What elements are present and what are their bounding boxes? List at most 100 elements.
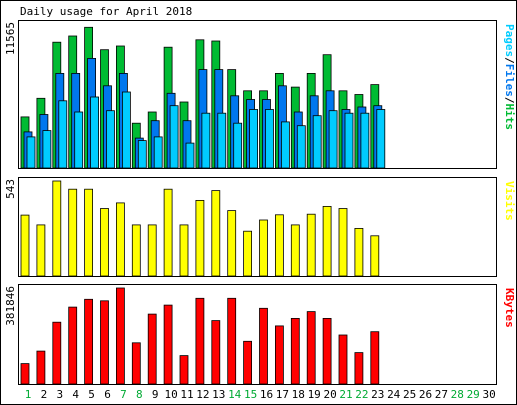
visits-bar-day-17 <box>274 214 284 277</box>
visits-bar-day-18 <box>290 224 300 277</box>
visits-bar-day-1 <box>20 214 30 277</box>
visits-bar-day-7 <box>116 202 125 277</box>
x-tick-label-day-8: 8 <box>136 388 143 401</box>
x-tick-label-day-6: 6 <box>104 388 111 401</box>
kbytes-bar-day-6 <box>100 300 109 385</box>
visits-bar-day-20 <box>322 205 332 277</box>
visits-bar-day-16 <box>259 219 268 277</box>
visits-bar-day-14 <box>227 210 237 277</box>
panel-kbytes: 381846 KBytes <box>4 284 516 385</box>
x-tick-label-day-21: 21 <box>339 388 352 401</box>
pages-bar-day-9 <box>153 136 163 169</box>
x-tick-label-day-12: 12 <box>196 388 209 401</box>
kbytes-bar-day-5 <box>84 298 93 385</box>
pages-bar-day-7 <box>122 91 131 169</box>
kbytes-bar-day-14 <box>227 297 237 385</box>
x-tick-label-day-3: 3 <box>56 388 63 401</box>
x-tick-label-day-19: 19 <box>308 388 321 401</box>
kbytes-bar-day-16 <box>259 307 268 385</box>
pages-bar-day-6 <box>106 110 115 169</box>
visits-bar-day-23 <box>370 235 380 277</box>
panel-frame-kbytes <box>18 284 497 385</box>
visits-bar-day-8 <box>131 224 141 277</box>
pages-bar-day-18 <box>296 125 306 169</box>
visits-bar-day-5 <box>84 188 93 277</box>
x-tick-label-day-25: 25 <box>403 388 416 401</box>
pages-bar-day-12 <box>201 112 211 169</box>
x-tick-label-day-28: 28 <box>451 388 464 401</box>
pages-bar-day-21 <box>344 112 354 169</box>
visits-bar-day-11 <box>179 224 189 277</box>
x-tick-label-day-2: 2 <box>41 388 48 401</box>
pages-bar-day-2 <box>42 130 52 169</box>
x-tick-label-day-9: 9 <box>152 388 159 401</box>
x-tick-label-day-15: 15 <box>244 388 257 401</box>
x-tick-label-day-23: 23 <box>371 388 384 401</box>
pages-bar-day-16 <box>265 109 274 169</box>
pages-bar-day-20 <box>328 110 338 169</box>
kbytes-bar-day-13 <box>211 320 221 385</box>
pages-bar-day-3 <box>58 100 68 169</box>
panel-hits_files_pages: 11565 Pages/Files/Hits <box>4 20 516 169</box>
kbytes-bar-day-1 <box>20 363 30 385</box>
visits-bar-day-13 <box>211 190 221 277</box>
pages-bar-day-11 <box>185 142 195 169</box>
x-tick-label-day-24: 24 <box>387 388 401 401</box>
visits-bar-day-9 <box>147 224 157 277</box>
pages-bar-day-23 <box>376 109 386 169</box>
kbytes-bar-day-3 <box>52 321 62 385</box>
visits-bar-day-4 <box>68 188 78 277</box>
kbytes-bar-day-18 <box>290 317 300 385</box>
legend-word-hits_files_pages-4: Hits <box>503 104 516 131</box>
kbytes-bar-day-22 <box>354 352 364 385</box>
x-tick-label-day-13: 13 <box>212 388 225 401</box>
x-tick-label-day-26: 26 <box>419 388 432 401</box>
kbytes-bar-day-15 <box>243 340 253 385</box>
panel-frame-hits_files_pages <box>18 20 497 169</box>
kbytes-bar-day-19 <box>306 311 316 385</box>
visits-bar-day-12 <box>195 199 205 277</box>
pages-bar-day-4 <box>74 111 84 169</box>
visits-bar-day-19 <box>306 213 316 277</box>
pages-bar-day-19 <box>312 115 322 169</box>
visits-bar-day-22 <box>354 227 364 277</box>
x-tick-label-day-10: 10 <box>164 388 177 401</box>
x-axis-labels: 1 2 3 4 5 6 7 8 9 10 11 12 13 14 15 16 17 18 19 20 21 22 23 24 2… <box>25 388 496 401</box>
legend-visits: Visits <box>503 181 516 221</box>
legend-kbytes: KBytes <box>503 288 516 328</box>
x-tick-label-day-16: 16 <box>260 388 273 401</box>
x-tick-label-day-27: 27 <box>435 388 448 401</box>
kbytes-bar-day-9 <box>147 313 157 385</box>
kbytes-bar-day-2 <box>36 350 46 385</box>
legend-word-hits_files_pages-0: Pages <box>503 24 516 57</box>
visits-bar-day-21 <box>338 208 348 277</box>
legend-word-visits-0: Visits <box>503 181 516 221</box>
chart-title: Daily usage for April 2018 <box>20 5 192 18</box>
kbytes-bar-day-7 <box>116 287 125 385</box>
ymax-label-hits_files_pages: 11565 <box>4 22 17 55</box>
visits-bar-day-6 <box>100 208 109 277</box>
x-tick-label-day-30: 30 <box>482 388 495 401</box>
legend-word-hits_files_pages-2: Files <box>503 64 516 97</box>
pages-bar-day-5 <box>90 96 99 169</box>
pages-bar-day-8 <box>137 140 147 169</box>
x-tick-label-day-14: 14 <box>228 388 242 401</box>
pages-bar-day-14 <box>233 122 243 169</box>
kbytes-bar-day-12 <box>195 297 205 385</box>
x-tick-label-day-4: 4 <box>72 388 79 401</box>
legend-word-kbytes-0: KBytes <box>503 288 516 328</box>
x-tick-label-day-17: 17 <box>276 388 289 401</box>
x-tick-label-day-18: 18 <box>292 388 305 401</box>
x-tick-label-day-11: 11 <box>180 388 193 401</box>
ymax-label-kbytes: 381846 <box>4 286 17 326</box>
x-tick-label-day-7: 7 <box>120 388 127 401</box>
kbytes-bar-day-20 <box>322 317 332 385</box>
kbytes-bar-day-21 <box>338 334 348 385</box>
kbytes-bar-day-10 <box>163 304 173 385</box>
pages-bar-day-13 <box>217 112 227 169</box>
kbytes-bar-day-23 <box>370 331 380 385</box>
ymax-label-visits: 543 <box>4 179 17 199</box>
x-tick-label-day-22: 22 <box>355 388 368 401</box>
